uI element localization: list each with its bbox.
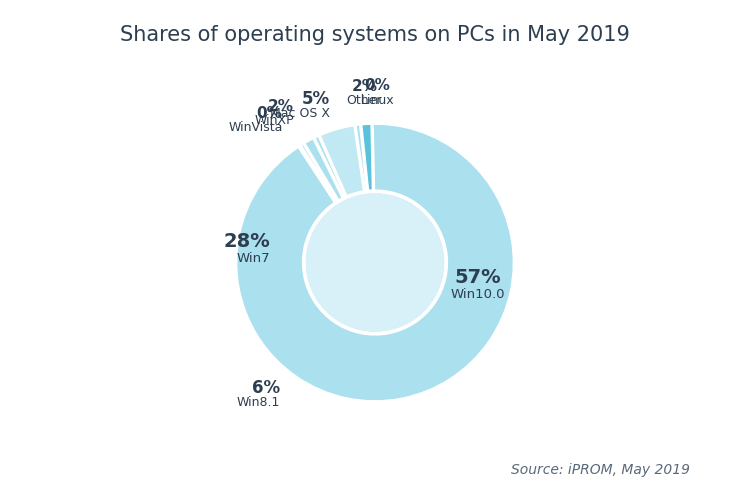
Wedge shape [361,123,374,192]
Text: WinVista: WinVista [228,121,283,134]
Text: Mac OS X: Mac OS X [270,107,330,120]
Circle shape [304,191,446,334]
Text: 28%: 28% [224,232,270,251]
Text: 2%: 2% [352,78,377,94]
Wedge shape [304,138,344,201]
Wedge shape [236,123,514,402]
Wedge shape [236,123,514,402]
Text: Other: Other [346,94,382,107]
Wedge shape [319,124,364,197]
Wedge shape [276,313,344,388]
Text: 57%: 57% [454,268,501,287]
Text: Linux: Linux [361,94,394,106]
Text: 5%: 5% [302,90,330,108]
Text: Shares of operating systems on PCs in May 2019: Shares of operating systems on PCs in Ma… [120,25,630,45]
Text: Win7: Win7 [236,252,270,265]
Text: WinXP: WinXP [254,114,294,128]
Wedge shape [236,148,334,356]
Text: Source: iPROM, May 2019: Source: iPROM, May 2019 [511,463,690,477]
Text: 2%: 2% [268,99,294,114]
Text: Win8.1: Win8.1 [236,396,280,409]
Text: 6%: 6% [252,380,280,398]
Text: 0%: 0% [256,106,283,120]
Text: Win10.0: Win10.0 [450,288,505,301]
Text: 0%: 0% [364,78,391,93]
Wedge shape [319,124,514,402]
